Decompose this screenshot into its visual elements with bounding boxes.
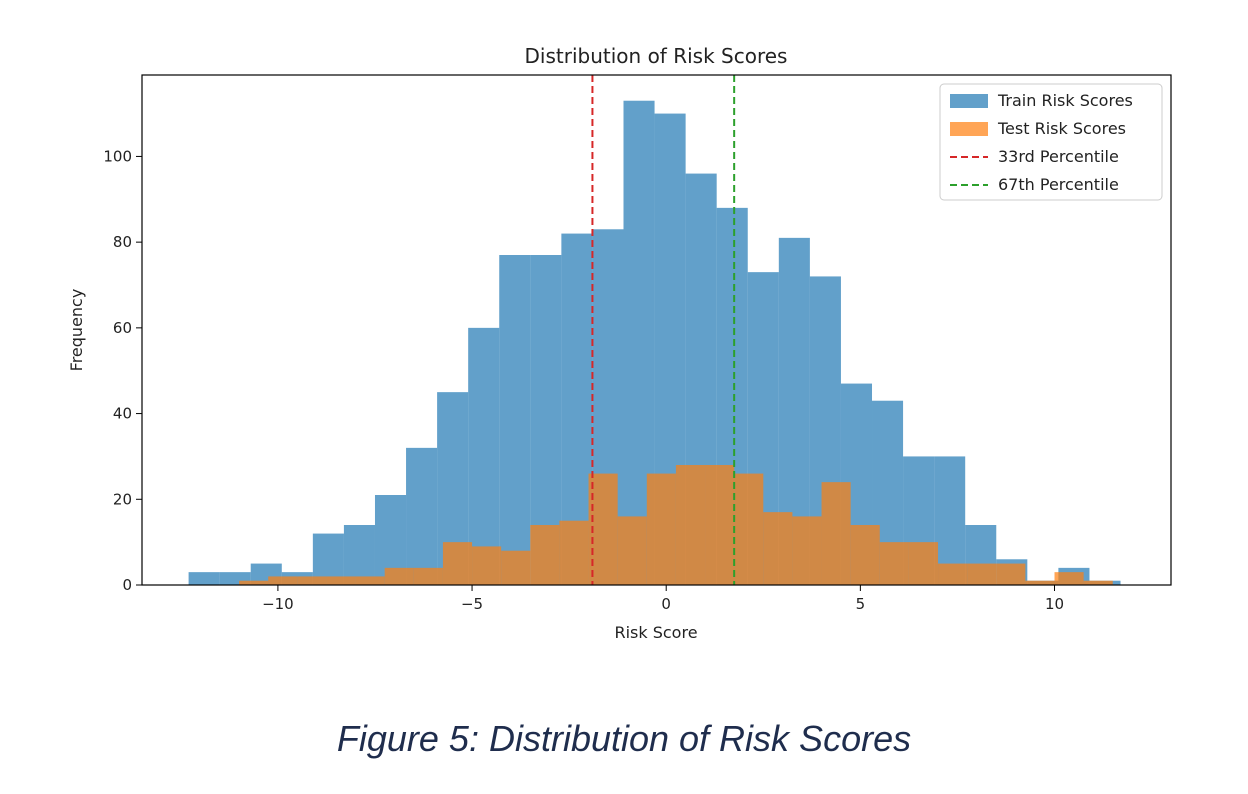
- y-tick-label: 80: [113, 233, 132, 251]
- test-bar: [938, 563, 968, 585]
- test-bar: [268, 576, 298, 585]
- test-bar: [413, 567, 443, 585]
- test-bar: [763, 512, 793, 585]
- train-bar: [406, 447, 438, 585]
- test-bar: [675, 465, 706, 585]
- test-bar: [879, 542, 909, 585]
- test-bar: [792, 516, 822, 585]
- train-bar: [188, 572, 220, 585]
- test-series-bars: [239, 465, 1113, 585]
- test-bar: [734, 473, 764, 585]
- x-tick-label: 5: [856, 595, 866, 613]
- test-bar: [559, 520, 589, 585]
- test-bar: [326, 576, 356, 585]
- plot-frame: [141, 74, 1172, 586]
- test-bar: [821, 482, 851, 585]
- x-tick-label: 0: [661, 595, 671, 613]
- test-bar: [501, 550, 531, 585]
- test-bar: [442, 542, 473, 585]
- y-tick-label: 100: [103, 147, 132, 165]
- test-bar: [297, 576, 327, 585]
- test-bar: [384, 567, 414, 585]
- x-tick-label: −10: [262, 595, 294, 613]
- y-tick-label: 0: [122, 576, 132, 594]
- y-axis-label: Frequency: [67, 289, 86, 372]
- x-axis-label: Risk Score: [614, 623, 697, 642]
- test-bar: [850, 525, 880, 585]
- test-bar: [1025, 580, 1055, 585]
- test-bar: [472, 546, 502, 585]
- test-bar: [967, 563, 997, 585]
- y-tick-label: 40: [113, 405, 132, 423]
- legend-train-swatch: [950, 94, 988, 108]
- legend-box: [939, 83, 1163, 201]
- legend-test-swatch: [950, 122, 988, 136]
- legend-67th-label: 67th Percentile: [998, 175, 1119, 194]
- legend: Train Risk Scores Test Risk Scores 33rd Pe…: [939, 83, 1163, 201]
- percentile-lines: [591, 75, 736, 585]
- legend-train-label: Train Risk Scores: [997, 91, 1133, 110]
- test-bar: [617, 516, 647, 585]
- legend-test-label: Test Risk Scores: [997, 119, 1126, 138]
- test-bar: [239, 580, 269, 585]
- x-tick-label: −5: [461, 595, 483, 613]
- y-tick-label: 60: [113, 319, 132, 337]
- train-bar: [468, 327, 500, 585]
- figure-caption: Figure 5: Distribution of Risk Scores: [336, 718, 912, 759]
- test-bar: [705, 465, 735, 585]
- test-bar: [355, 576, 385, 585]
- test-bar: [1054, 572, 1084, 585]
- y-tick-label: 20: [113, 490, 132, 508]
- legend-33rd-label: 33rd Percentile: [998, 147, 1119, 166]
- test-bar: [908, 542, 939, 585]
- test-bar: [646, 473, 676, 585]
- histogram-chart: Distribution of Risk Scores −10 −5 0 5 10020…: [67, 44, 1172, 642]
- train-bar: [343, 525, 375, 585]
- x-tick-label: 10: [1045, 595, 1064, 613]
- test-bar: [1083, 580, 1113, 585]
- test-bar: [530, 525, 560, 585]
- chart-title: Distribution of Risk Scores: [525, 44, 788, 68]
- test-bar: [996, 563, 1026, 585]
- train-bar: [499, 255, 531, 585]
